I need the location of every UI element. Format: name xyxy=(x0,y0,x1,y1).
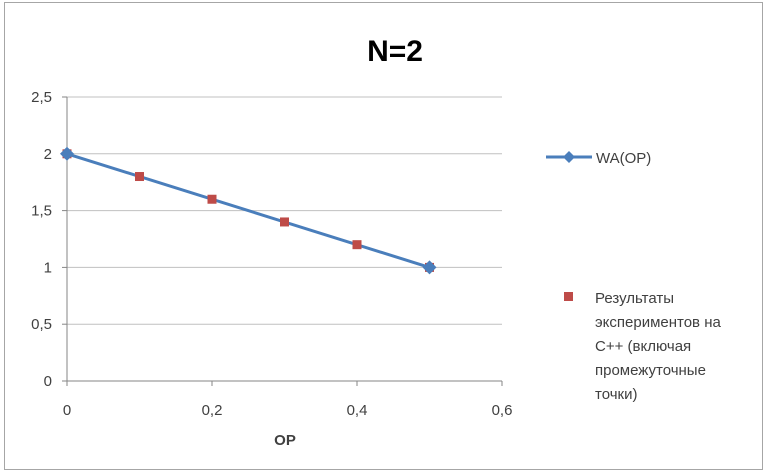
chart-title: N=2 xyxy=(367,35,423,68)
x-tick-label: 0 xyxy=(63,402,71,419)
y-tick-label: 2,5 xyxy=(31,89,52,106)
x-tick-label: 0,2 xyxy=(202,402,223,419)
y-tick-label: 1,5 xyxy=(31,203,52,220)
y-tick-label: 0 xyxy=(44,373,52,390)
line-point-diamond xyxy=(60,146,74,161)
legend-label-line: промежуточные xyxy=(595,362,706,379)
legend-label-line: C++ (включая xyxy=(595,338,691,355)
legend-label-experiments: Результаты экспериментов на C++ (включая пр… xyxy=(595,290,721,403)
x-tick-label: 0,4 xyxy=(347,402,368,419)
line-point-diamond xyxy=(422,260,437,275)
scatter-point xyxy=(207,194,217,204)
scatter-point xyxy=(352,240,362,250)
legend-diamond-marker xyxy=(563,151,575,163)
x-axis-label: OP xyxy=(274,432,296,449)
y-tick-label: 0,5 xyxy=(31,316,52,333)
legend-label-line: Результаты xyxy=(595,290,674,307)
x-tick-label: 0,6 xyxy=(492,402,513,419)
axis-layer: 0 0,5 1 1,5 2 2,5 0 0,2 0,4 0,6 xyxy=(31,89,512,419)
y-tick-label: 1 xyxy=(44,259,52,276)
chart-frame xyxy=(4,2,763,470)
legend-label-line: точки) xyxy=(595,386,637,403)
scatter-point xyxy=(135,172,144,182)
legend-label-wa-op: WA(OP) xyxy=(596,150,651,167)
legend-label-line: экспериментов на xyxy=(595,314,721,331)
legend-square-marker xyxy=(564,292,573,301)
scatter-point xyxy=(280,217,289,227)
series-line-wa-op xyxy=(66,152,430,269)
grid-layer xyxy=(67,96,502,325)
series-layer xyxy=(60,146,437,275)
legend: WA(OP) Результаты экспериментов на C++ (вкл… xyxy=(546,150,721,403)
y-tick-label: 2 xyxy=(44,146,52,163)
